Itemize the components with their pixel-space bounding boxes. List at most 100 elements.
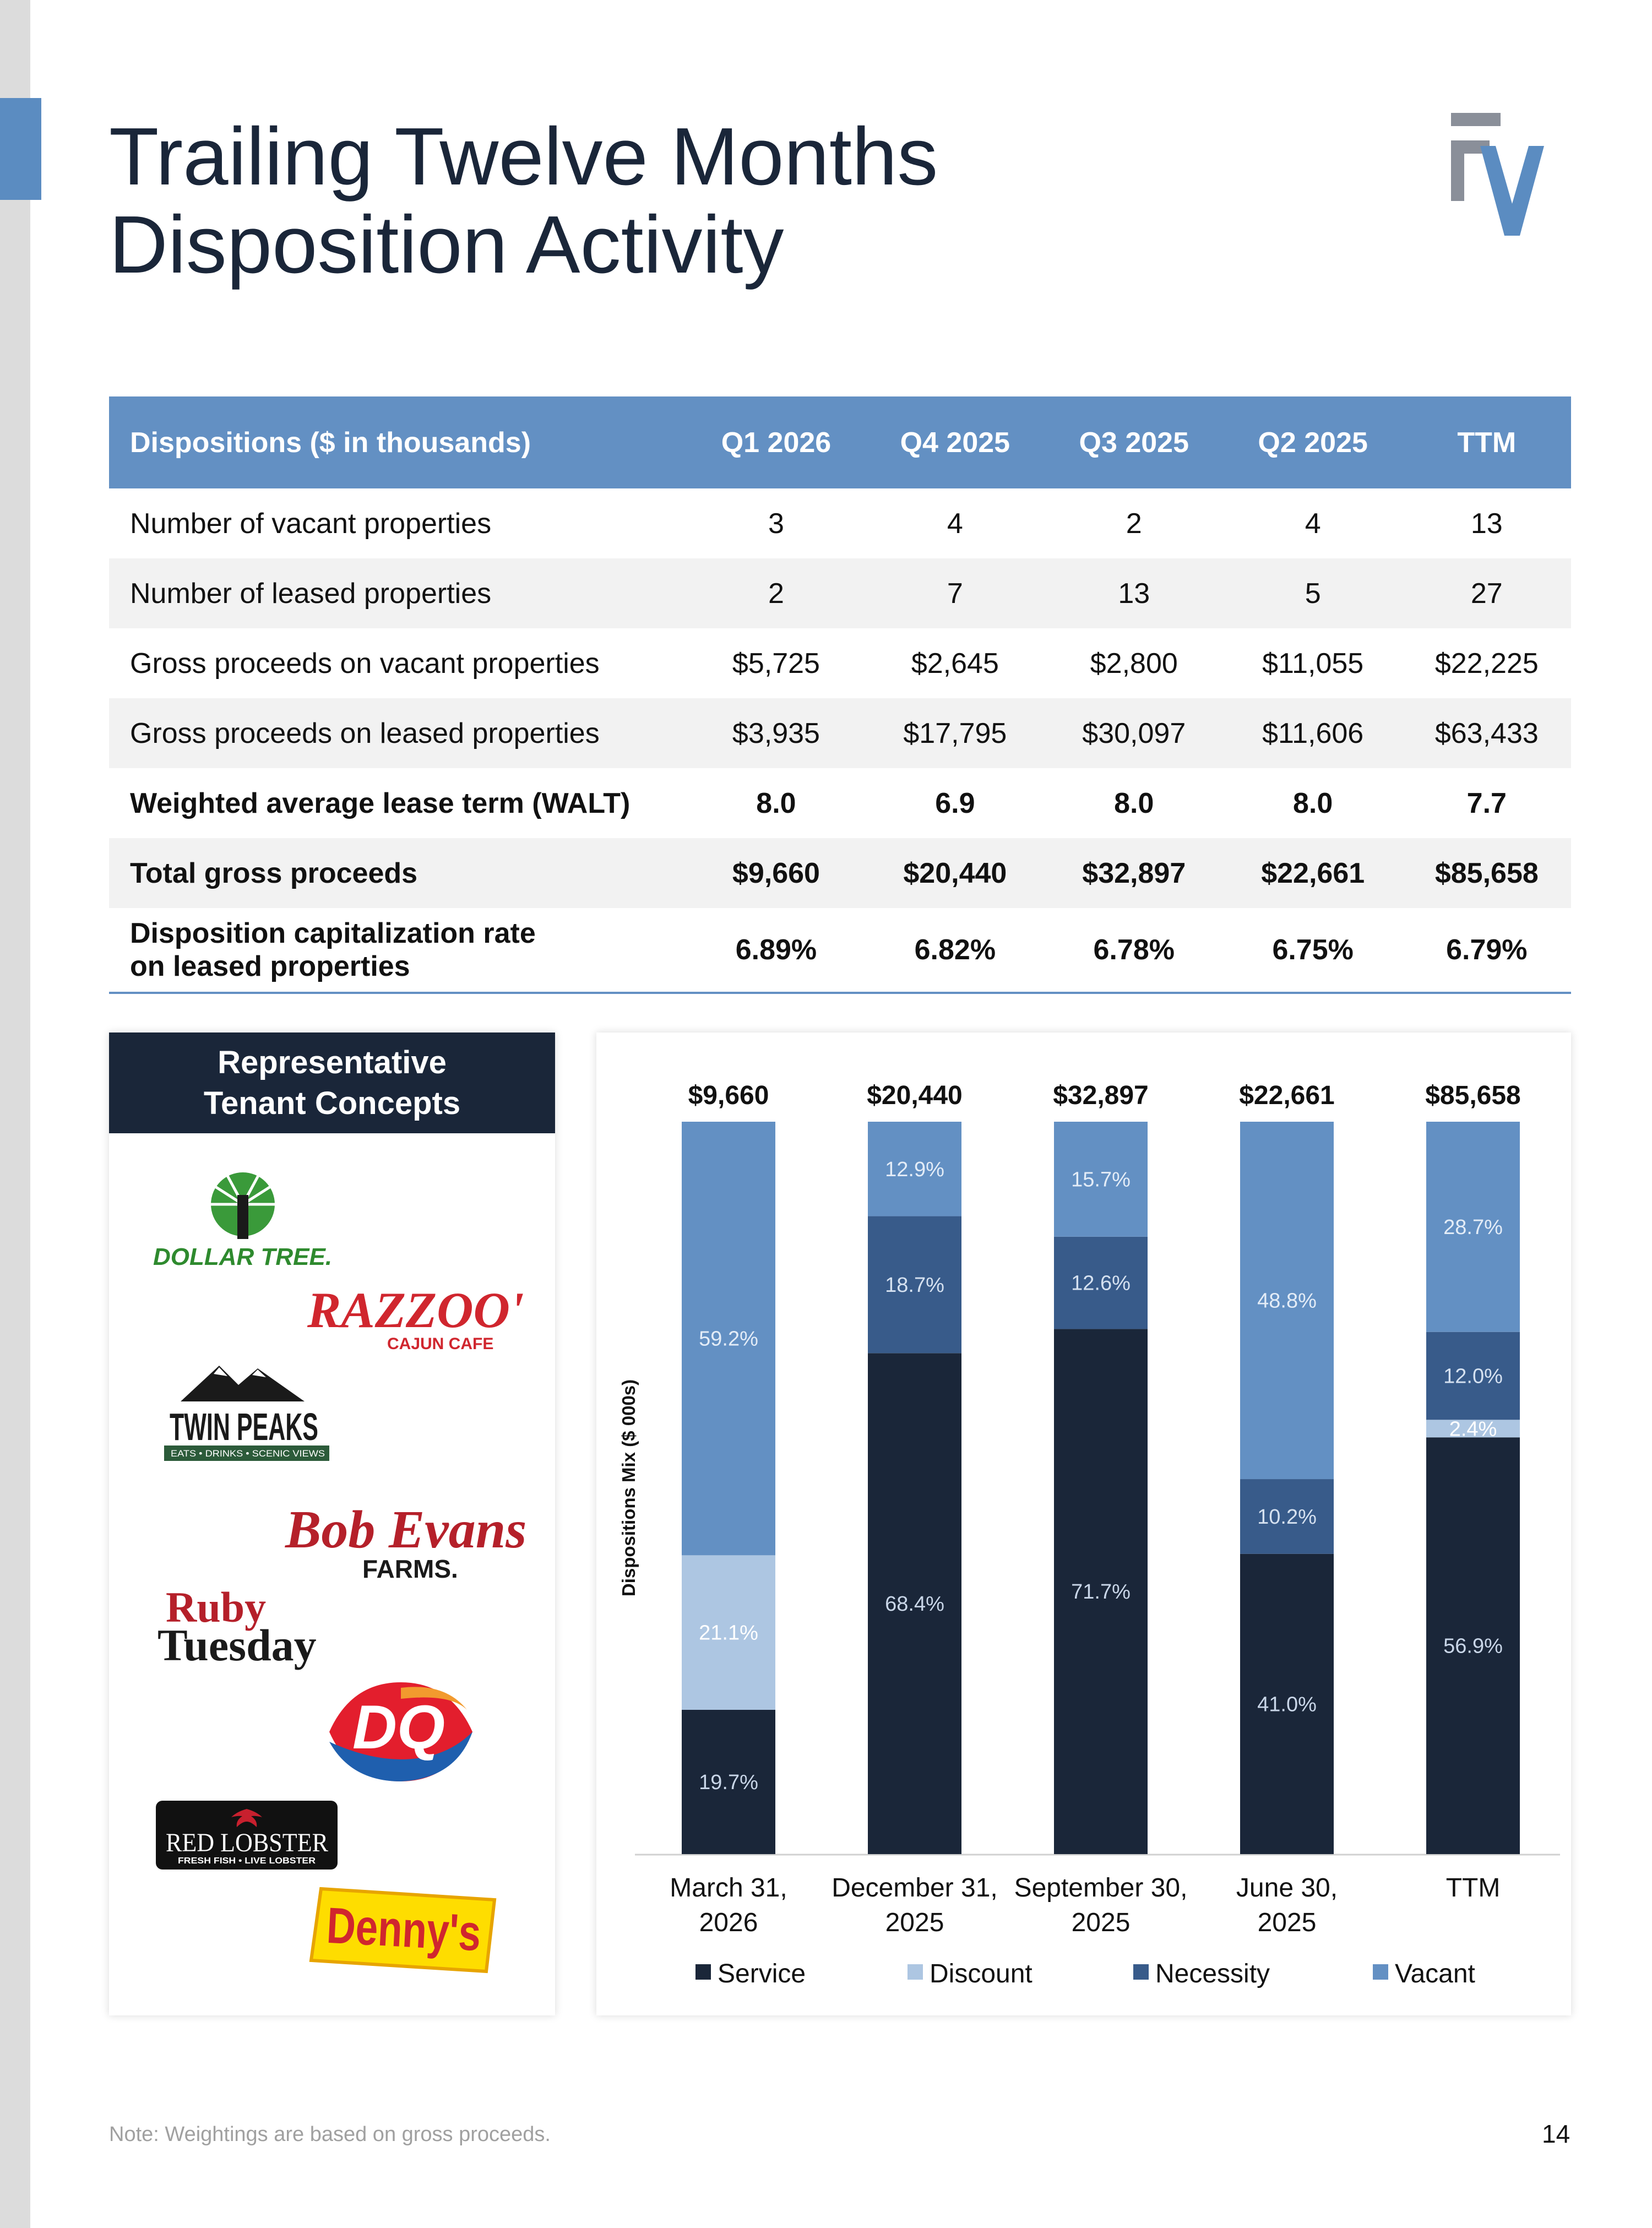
left-rail — [0, 0, 30, 2228]
data-label: 41.0% — [1257, 1693, 1317, 1716]
company-logo — [1451, 113, 1544, 236]
bob-evans-text: Bob Evans — [285, 1501, 526, 1559]
bar-segment-vacant — [1054, 1122, 1148, 1237]
bar-segment-necessity — [1054, 1236, 1148, 1329]
table-cell: $2,645 — [911, 647, 999, 680]
table-cell: 4 — [1305, 507, 1321, 540]
table-header-q2-2025: Q2 2025 — [1223, 396, 1403, 488]
table-header-ttm: TTM — [1402, 396, 1571, 488]
tenant-title-line1: Representative — [218, 1045, 447, 1080]
data-label: 19.7% — [699, 1771, 758, 1794]
data-label: 2.4% — [1449, 1417, 1497, 1441]
bob-evans-sub-text: FARMS. — [362, 1555, 458, 1583]
category-label: 2025 — [885, 1908, 944, 1937]
bar-segment-service — [1426, 1437, 1520, 1854]
tenant-concepts-panel: Representative Tenant Concepts DOLLAR TR… — [109, 1033, 555, 2015]
table-cell: 8.0 — [756, 787, 796, 819]
bar-segment-service — [1240, 1553, 1334, 1854]
table-header-q1-2026: Q1 2026 — [687, 396, 866, 488]
total-label: $22,661 — [1239, 1081, 1335, 1110]
dairy-queen-logo: DQ — [329, 1682, 472, 1781]
total-label: $9,660 — [688, 1081, 769, 1110]
table-cell: 13 — [1044, 558, 1224, 628]
table-cell: $11,606 — [1223, 698, 1403, 768]
data-label: 28.7% — [1443, 1216, 1503, 1239]
data-label: 56.9% — [1443, 1635, 1503, 1658]
data-label: 10.2% — [1257, 1506, 1317, 1529]
table-cell: 5 — [1223, 558, 1403, 628]
table-cell: 4 — [947, 507, 963, 540]
page-title-line2: Disposition Activity — [109, 199, 784, 290]
legend-label-service: Service — [718, 1959, 806, 1988]
page-number: 14 — [1542, 2120, 1571, 2148]
data-label: 12.0% — [1443, 1365, 1503, 1388]
bar-segment-vacant — [1240, 1122, 1334, 1480]
ruby-text: Ruby — [166, 1583, 266, 1631]
dennys-text: Denny's — [325, 1898, 482, 1962]
table-cell: $22,225 — [1434, 647, 1539, 680]
table-header-q4-2025: Q4 2025 — [865, 396, 1045, 488]
row-label: Total gross proceeds — [109, 838, 687, 908]
table-cell: 7.7 — [1466, 787, 1507, 819]
table-cell: $85,658 — [1402, 838, 1571, 908]
table-row: Weighted average lease term (WALT) 8.0 6… — [109, 768, 1571, 838]
table-header-q3-2025: Q3 2025 — [1044, 396, 1224, 488]
table-row: Total gross proceeds $9,660 $20,440 $32,… — [109, 838, 1571, 908]
legend-label-vacant: Vacant — [1395, 1959, 1475, 1988]
data-label: 71.7% — [1071, 1580, 1131, 1604]
dennys-logo: Denny's — [309, 1887, 497, 1974]
table-cell: $11,055 — [1262, 647, 1364, 680]
bar-segment-necessity — [1426, 1332, 1520, 1420]
bar-segment-vacant — [1426, 1122, 1520, 1332]
table-cell: 7 — [865, 558, 1045, 628]
dq-text: DQ — [352, 1693, 445, 1762]
category-label: TTM — [1446, 1873, 1501, 1903]
dispositions-mix-chart: Dispositions Mix ($ 000s) 19.7% 21.1% 59.2%… — [618, 1081, 1560, 1988]
table-cell: $17,795 — [865, 698, 1045, 768]
legend-label-necessity: Necessity — [1155, 1959, 1270, 1988]
bar-segment-vacant — [868, 1122, 961, 1216]
twin-peaks-text: TWIN PEAKS — [170, 1405, 318, 1448]
table-cell: 3 — [768, 507, 784, 540]
table-cell: 6.75% — [1223, 908, 1403, 994]
red-lobster-sub-text: FRESH FISH • LIVE LOBSTER — [178, 1856, 316, 1866]
row-label-line1: Disposition capitalization rate — [130, 917, 536, 949]
bar-segment-discount — [1426, 1420, 1520, 1438]
table-header-label: Dispositions ($ in thousands) — [109, 396, 687, 488]
table-row: Gross proceeds on leased properties $3,9… — [109, 698, 1571, 768]
table-row: Number of vacant properties 3 4 2 4 13 — [109, 488, 1571, 558]
tenant-panel-title: Representative Tenant Concepts — [109, 1033, 555, 1133]
page-title: Trailing Twelve Months Disposition Activ… — [109, 113, 938, 289]
legend-swatch-necessity — [1133, 1964, 1149, 1980]
table-cell: $9,660 — [687, 838, 866, 908]
row-label: Disposition capitalization rate on lease… — [109, 908, 687, 994]
table-cell: $63,433 — [1402, 698, 1571, 768]
page-title-line1: Trailing Twelve Months — [109, 111, 938, 202]
twin-peaks-sub-text: EATS • DRINKS • SCENIC VIEWS — [171, 1448, 325, 1459]
table-cell: $3,935 — [687, 698, 866, 768]
row-label: Gross proceeds on leased properties — [109, 698, 687, 768]
table-cell: $20,440 — [865, 838, 1045, 908]
row-label: Weighted average lease term (WALT) — [130, 787, 631, 819]
table-cell: 6.82% — [865, 908, 1045, 994]
category-label: March 31, — [670, 1873, 787, 1903]
razzoos-text: RAZZOO'S — [307, 1282, 525, 1338]
table-cell: 6.78% — [1044, 908, 1224, 994]
table-cell: 6.9 — [935, 787, 975, 819]
bar-segment-service — [868, 1353, 961, 1854]
bar-segment-vacant — [682, 1122, 775, 1556]
chart-panel: Dispositions Mix ($ 000s) 19.7% 21.1% 59.2%… — [596, 1033, 1571, 2015]
y-axis-label: Dispositions Mix ($ 000s) — [618, 1379, 639, 1596]
footnote: Note: Weightings are based on gross proc… — [109, 2123, 551, 2146]
row-label-line2: on leased properties — [130, 950, 410, 982]
dollar-tree-text: DOLLAR TREE. — [153, 1243, 332, 1270]
row-label: Number of leased properties — [109, 558, 687, 628]
data-label: 21.1% — [699, 1622, 758, 1645]
category-label: 2026 — [699, 1908, 758, 1937]
table-row: Disposition capitalization rate on lease… — [109, 908, 1571, 994]
data-label: 68.4% — [885, 1593, 944, 1616]
table-cell: 6.79% — [1402, 908, 1571, 994]
legend-label-discount: Discount — [930, 1959, 1032, 1988]
twin-peaks-logo: TWIN PEAKS EATS • DRINKS • SCENIC VIEWS — [164, 1366, 329, 1461]
table-cell: $30,097 — [1044, 698, 1224, 768]
